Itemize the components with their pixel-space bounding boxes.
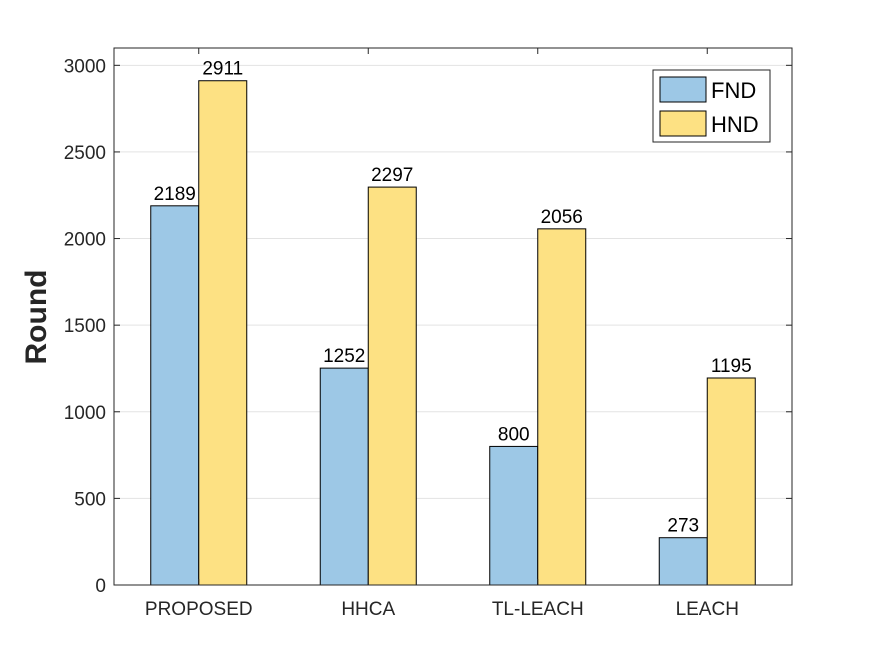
- y-axis-label: Round: [20, 270, 53, 365]
- bar-fnd-hhca: [319, 367, 369, 586]
- bars-group: [150, 80, 756, 586]
- x-tick-label: LEACH: [676, 599, 739, 620]
- x-axis-ticks: PROPOSED HHCA TL-LEACH LEACH: [145, 48, 739, 620]
- x-tick-label: HHCA: [341, 599, 395, 620]
- bar-fnd-tl-leach: [489, 445, 539, 586]
- bar-hnd-hhca: [367, 186, 417, 586]
- legend-swatch-hnd: [659, 110, 707, 137]
- data-label: 2056: [541, 207, 583, 228]
- y-tick-label: 1000: [64, 403, 106, 424]
- y-tick-label: 0: [95, 576, 106, 597]
- legend: FND HND: [652, 69, 771, 143]
- data-label: 273: [667, 516, 699, 537]
- bar-hnd-leach: [706, 377, 756, 586]
- x-tick-label: TL-LEACH: [492, 599, 584, 620]
- x-tick-label: PROPOSED: [145, 599, 253, 620]
- bar-hnd-proposed: [198, 80, 248, 586]
- data-label: 2297: [371, 165, 413, 186]
- bar-fnd-proposed: [150, 205, 200, 586]
- data-label: 800: [498, 424, 530, 445]
- legend-label-hnd: HND: [711, 112, 759, 137]
- y-axis-ticks: 0 500 1000 1500 2000 2500 3000: [64, 56, 792, 597]
- plot-frame: [113, 47, 793, 586]
- bar-hnd-tl-leach: [537, 228, 587, 586]
- legend-swatch-fnd: [659, 76, 707, 103]
- legend-label-fnd: FND: [711, 78, 756, 103]
- data-label: 1195: [711, 356, 752, 377]
- data-label: 1252: [323, 346, 365, 367]
- y-tick-label: 2500: [64, 143, 106, 164]
- bar-fnd-leach: [658, 537, 708, 586]
- data-labels: 2189 2911 1252 2297 800 2056 273 1195: [154, 59, 752, 537]
- y-tick-label: 1500: [64, 316, 106, 337]
- y-tick-label: 2000: [64, 230, 106, 251]
- y-tick-label: 3000: [64, 56, 106, 77]
- data-label: 2911: [202, 59, 243, 80]
- data-label: 2189: [154, 184, 196, 205]
- y-tick-label: 500: [74, 489, 106, 510]
